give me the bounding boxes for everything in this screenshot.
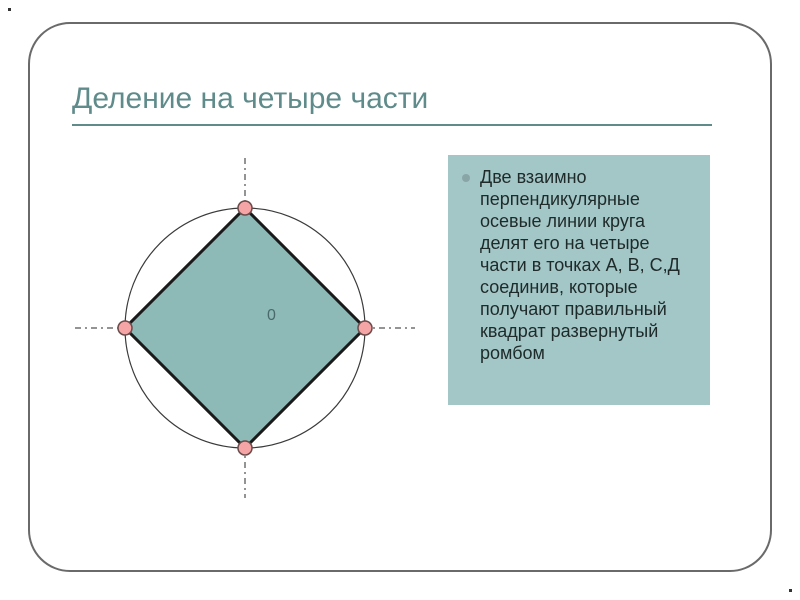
list-item: Две взаимно перпендикулярные осевые лини… xyxy=(462,167,696,365)
diagram-svg: 0 xyxy=(65,148,425,508)
description-panel: Две взаимно перпендикулярные осевые лини… xyxy=(448,155,710,405)
diagram: 0 xyxy=(65,148,425,508)
decorative-dot xyxy=(8,8,11,11)
page-title: Деление на четыре части xyxy=(72,82,428,116)
bullet-text: Две взаимно перпендикулярные осевые лини… xyxy=(480,167,696,365)
bullet-icon xyxy=(462,174,470,182)
title-underline xyxy=(72,124,712,126)
center-label: 0 xyxy=(267,307,276,324)
decorative-dot xyxy=(789,589,792,592)
